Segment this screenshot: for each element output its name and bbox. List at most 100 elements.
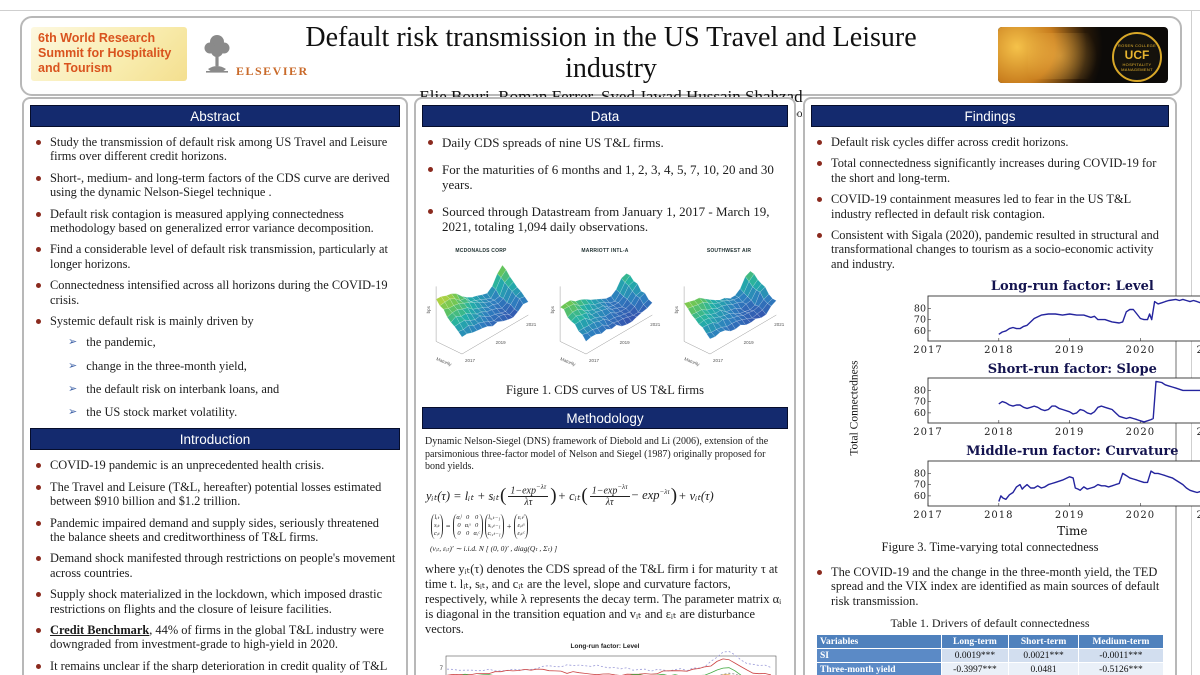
section-header-introduction: Introduction — [30, 428, 400, 451]
svg-text:2020: 2020 — [1126, 510, 1155, 521]
surface-plot-southwest: SOUTHWEST AIR 2017 2019 2021 Maturity bps — [668, 248, 790, 377]
globe-glow-art — [998, 27, 1108, 83]
bullet-item: For the maturities of 6 months and 1, 2,… — [424, 162, 784, 192]
bullet-icon — [817, 232, 822, 238]
bullet-icon — [36, 318, 41, 324]
bullet-icon — [817, 161, 822, 167]
bullet-item: Daily CDS spreads of nine US T&L firms. — [424, 135, 784, 150]
bullet-item: Default risk cycles differ across credit… — [813, 135, 1165, 149]
bullet-item: The Travel and Leisure (T&L, hereafter) … — [32, 480, 396, 509]
svg-text:60: 60 — [914, 326, 926, 337]
ucf-rosen-college-logo: ROSEN COLLEGE UCF HOSPITALITY MANAGEMENT — [998, 27, 1168, 83]
bullet-item: Supply shock materialized in the lockdow… — [32, 587, 396, 616]
figure3-x-axis-label: Time — [1057, 524, 1088, 539]
section-header-data: Data — [422, 105, 788, 127]
bullet-item: Default risk contagion is measured apply… — [32, 207, 396, 236]
sub-bullet-item: the default risk on interbank loans, and — [68, 382, 396, 396]
svg-text:2019: 2019 — [1055, 510, 1084, 521]
svg-text:Maturity: Maturity — [436, 357, 453, 368]
table-row: SI 0.0019*** 0.0021*** -0.0011*** — [816, 648, 1165, 664]
bullet-icon — [36, 520, 41, 526]
bullet-icon — [36, 211, 41, 217]
svg-text:2018: 2018 — [984, 345, 1013, 356]
bullet-item: Demand shock manifested through restrict… — [32, 551, 396, 580]
bullet-item: Total connectedness significantly increa… — [813, 156, 1165, 185]
bullet-item: COVID-19 pandemic is an unprecedented he… — [32, 458, 396, 472]
poster-top-border — [0, 10, 1200, 11]
header: 6th World Research Summit for Hospitalit… — [20, 16, 1182, 120]
elsevier-logo-text: ELSEVIER — [236, 64, 309, 78]
poster-title: Default risk transmission in the US Trav… — [305, 22, 917, 84]
surface-plot-mcdonalds: MCDONALDS CORP 2017 2019 2021 Maturity bps — [420, 248, 542, 377]
svg-text:2019: 2019 — [620, 340, 631, 345]
bullet-item: COVID-19 containment measures led to fea… — [813, 192, 1165, 221]
poster-right-border — [1191, 10, 1192, 675]
drivers-table: Variables Long-term Short-term Medium-te… — [816, 634, 1165, 675]
bullet-item: Short-, medium- and long-term factors of… — [32, 171, 396, 200]
svg-text:2017: 2017 — [713, 358, 724, 363]
table-row: Three-month yield -0.3997*** 0.0481 -0.5126… — [816, 662, 1165, 675]
bullet-icon — [817, 140, 822, 145]
badge-line: Summit for Hospitality — [38, 45, 172, 60]
svg-text:2018: 2018 — [984, 427, 1013, 438]
svg-text:Maturity: Maturity — [684, 357, 701, 368]
svg-text:Maturity: Maturity — [560, 357, 577, 368]
table-header-row: Variables Long-term Short-term Medium-te… — [816, 634, 1165, 650]
summit-badge: 6th World Research Summit for Hospitalit… — [31, 27, 187, 81]
svg-text:2020: 2020 — [1126, 345, 1155, 356]
svg-text:2017: 2017 — [914, 427, 943, 438]
chart-title-level: Long-run factor: Level — [990, 279, 1154, 295]
svg-text:2021: 2021 — [526, 322, 537, 327]
methodology-intro-text: Dynamic Nelson-Siegel (DNS) framework of… — [425, 436, 769, 473]
svg-text:2019: 2019 — [744, 340, 755, 345]
sub-bullet-item: the US stock market volatility. — [68, 405, 396, 419]
bullet-item: Sourced through Datastream from January … — [424, 204, 784, 234]
section-header-methodology: Methodology — [422, 407, 788, 430]
bullet-item: Study the transmission of default risk a… — [32, 135, 396, 164]
svg-text:70: 70 — [914, 480, 926, 491]
svg-text:60: 60 — [914, 491, 926, 502]
seal-college-text: ROSEN COLLEGE — [1117, 42, 1157, 48]
svg-text:2021: 2021 — [1197, 345, 1200, 356]
svg-text:2019: 2019 — [496, 340, 507, 345]
bullet-icon — [428, 167, 433, 173]
bullet-icon — [428, 140, 433, 145]
figure2-preview: Long-run factor: Level 76CDS factor — [416, 643, 794, 675]
abstract-content: Study the transmission of default risk a… — [24, 127, 406, 419]
bullet-icon — [36, 463, 41, 469]
svg-text:70: 70 — [914, 397, 926, 408]
svg-text:2020: 2020 — [1126, 427, 1155, 438]
noise-distribution-equation: (vᵢₜ, εᵢₜ)′ ∼ i.i.d. N [ (0, 0)′ , diag(… — [430, 543, 558, 553]
svg-text:60: 60 — [914, 408, 926, 419]
bullet-item: Systemic default risk is mainly driven b… — [32, 314, 396, 328]
bullet-icon — [36, 663, 41, 669]
figure3-caption: Figure 3. Time-varying total connectedne… — [881, 540, 1099, 555]
svg-text:80: 80 — [914, 303, 926, 314]
bullet-icon — [36, 628, 41, 633]
svg-text:bps: bps — [674, 306, 679, 314]
figure1-caption: Figure 1. CDS curves of US T&L firms — [506, 383, 704, 398]
dns-equation: yᵢₜ(τ) = lᵢₜ + sᵢₜ ( 1−exp−λτ λτ ) + cᵢₜ … — [426, 482, 714, 509]
svg-text:80: 80 — [914, 386, 926, 397]
bullet-icon — [817, 570, 822, 576]
badge-line: 6th World Research — [38, 31, 156, 45]
figure3-connectedness-charts: Total Connectedness Long-run factor: Lev… — [807, 278, 1200, 538]
svg-text:2021: 2021 — [1197, 427, 1200, 438]
badge-line: and Tourism — [38, 60, 113, 75]
svg-text:70: 70 — [914, 314, 926, 325]
seal-dept-text: HOSPITALITY MANAGEMENT — [1121, 61, 1153, 72]
section-header-findings: Findings — [811, 105, 1169, 127]
chart-title-curvature: Middle-run factor: Curvature — [966, 444, 1179, 460]
svg-text:2019: 2019 — [1055, 427, 1084, 438]
svg-text:2021: 2021 — [774, 322, 785, 327]
column-abstract-introduction: Abstract Study the transmission of defau… — [22, 97, 408, 675]
bullet-item: The COVID-19 and the change in the three… — [813, 565, 1165, 608]
column-findings: Findings Default risk cycles differ acro… — [803, 97, 1200, 675]
bullet-icon — [817, 197, 822, 203]
network-globe-art — [1028, 33, 1108, 79]
bullet-item: It remains unclear if the sharp deterior… — [32, 659, 396, 675]
svg-text:bps: bps — [550, 306, 555, 314]
column-data-methodology: Data Daily CDS spreads of nine US T&L fi… — [414, 97, 796, 675]
